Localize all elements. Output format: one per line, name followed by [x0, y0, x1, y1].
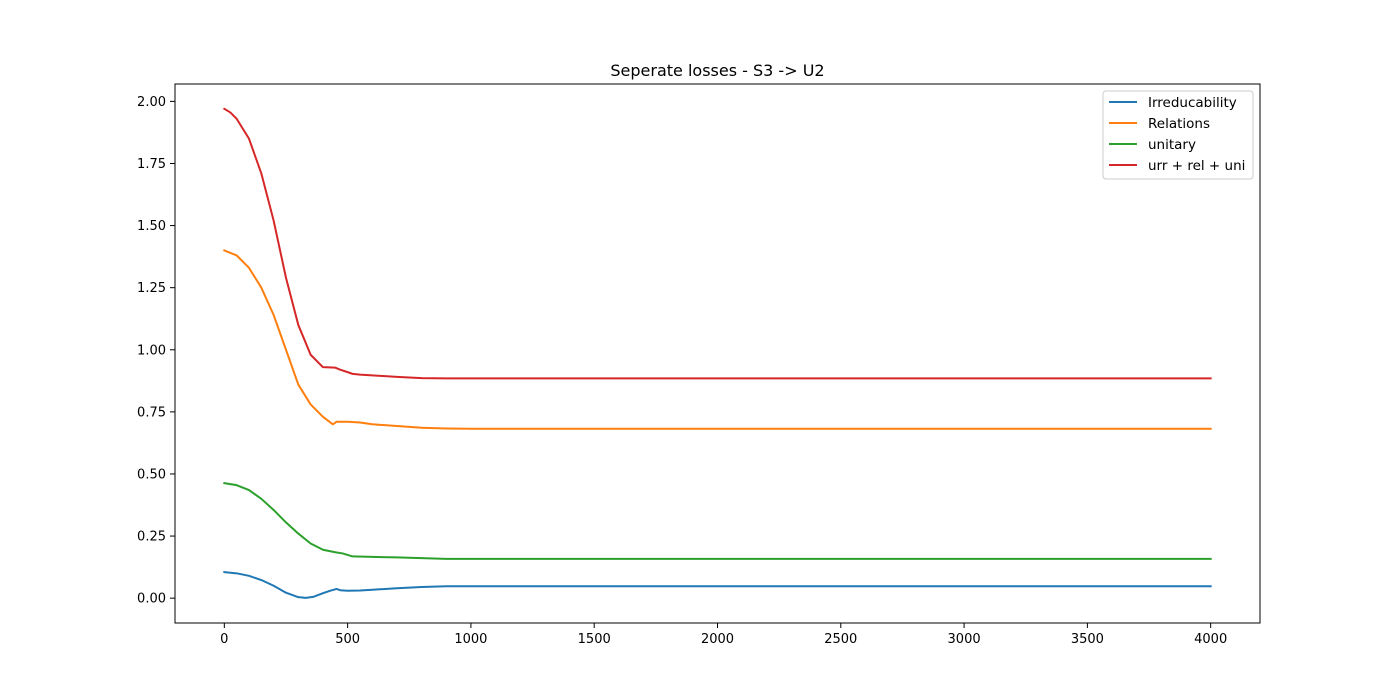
legend-label: urr + rel + uni: [1148, 158, 1245, 174]
x-tick-label: 1500: [578, 632, 611, 647]
legend: Irreducability Relations unitary urr + rel …: [1102, 90, 1254, 180]
chart-title: Seperate losses - S3 -> U2: [610, 61, 824, 80]
series-line-2: [223, 482, 1212, 560]
y-tick-label: 0.00: [137, 592, 166, 607]
y-tick-label: 1.25: [137, 281, 166, 296]
x-tick-label: 3500: [1071, 632, 1104, 647]
series-line-0: [223, 570, 1212, 599]
axes-frame: [174, 83, 1261, 624]
legend-label: unitary: [1148, 137, 1196, 153]
y-tick-label: 1.00: [137, 343, 166, 358]
x-tick-label: 4000: [1194, 632, 1227, 647]
y-tick-label: 0.50: [137, 467, 166, 482]
series-line-3: [222, 107, 1212, 380]
plot-area: [222, 107, 1212, 599]
legend-box: [1102, 90, 1254, 180]
x-tick-label: 1000: [454, 632, 487, 647]
series-line-1: [223, 249, 1212, 430]
axes: 0 500 1000 1500 2000 2500 3000 3500 4000 0.00 0.25…: [137, 83, 1261, 647]
x-tick-label: 500: [335, 632, 360, 647]
x-tick-label: 2500: [824, 632, 857, 647]
legend-label: Relations: [1148, 116, 1210, 132]
y-tick-label: 0.75: [137, 405, 166, 420]
legend-label: Irreducability: [1148, 95, 1237, 111]
y-tick-label: 2.00: [137, 95, 166, 110]
y-tick-label: 0.25: [137, 530, 166, 545]
x-tick-label: 2000: [701, 632, 734, 647]
x-tick-label: 0: [220, 632, 228, 647]
y-tick-label: 1.50: [137, 219, 166, 234]
y-tick-label: 1.75: [137, 157, 166, 172]
x-tick-label: 3000: [948, 632, 981, 647]
